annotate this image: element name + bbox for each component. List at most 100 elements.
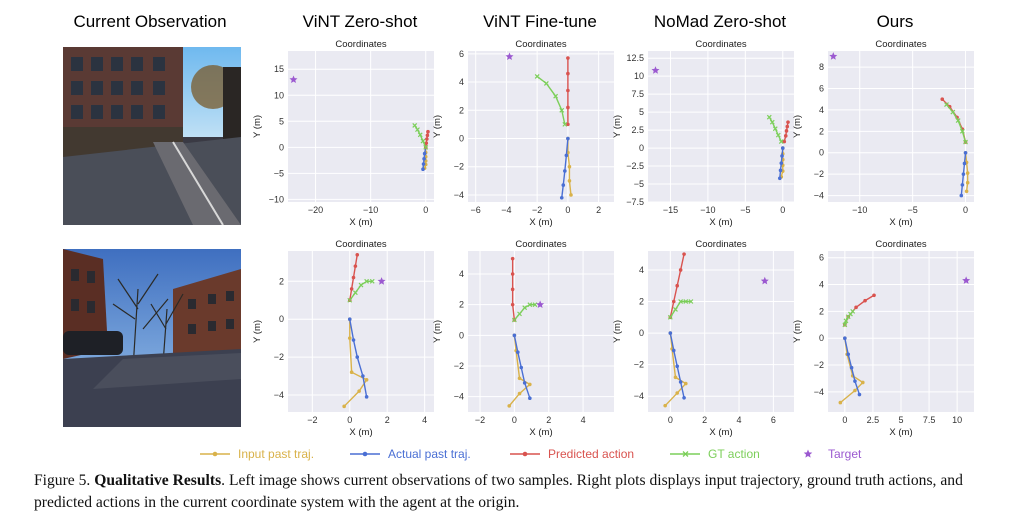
x-tick-label: 0 bbox=[512, 415, 517, 425]
gt-action-point bbox=[364, 278, 370, 284]
column-title-ours: Ours bbox=[876, 12, 914, 31]
gt-action-point bbox=[417, 132, 423, 138]
input-past-traj-point bbox=[364, 378, 369, 382]
actual-past-traj-point bbox=[563, 169, 567, 173]
y-tick-label: −2 bbox=[814, 169, 824, 179]
gt-action-point bbox=[950, 109, 956, 115]
legend-label: Actual past traj. bbox=[388, 447, 471, 461]
input-past-traj-point bbox=[507, 404, 512, 408]
gt-action-point bbox=[412, 123, 418, 128]
gt-action-point bbox=[778, 139, 784, 145]
plot-title: Coordinates bbox=[515, 39, 566, 50]
legend-predicted-action-marker bbox=[522, 451, 528, 457]
x-tick-label: −15 bbox=[663, 205, 678, 215]
gt-action-point bbox=[688, 299, 694, 304]
predicted-action-point bbox=[786, 120, 790, 124]
actual-past-traj-point bbox=[512, 333, 517, 338]
gt-action-point bbox=[850, 308, 856, 314]
actual-past-traj-point bbox=[849, 365, 854, 370]
y-tick-label: 8 bbox=[819, 62, 824, 72]
actual-past-traj-point bbox=[960, 183, 965, 187]
plot-title: Coordinates bbox=[695, 39, 746, 50]
plot-title: Coordinates bbox=[335, 239, 386, 250]
y-axis-label: Y (m) bbox=[792, 320, 803, 343]
x-tick-label: −4 bbox=[501, 205, 511, 215]
y-tick-label: 0 bbox=[639, 143, 644, 153]
gt-action-point bbox=[944, 102, 949, 107]
y-tick-label: −2 bbox=[814, 360, 824, 370]
input-past-traj-point bbox=[673, 375, 678, 380]
x-axis-label: X (m) bbox=[529, 427, 552, 438]
x-tick-label: 4 bbox=[581, 415, 586, 425]
gt-action-point bbox=[766, 114, 772, 120]
column-title-nomad-zero-shot: NoMad Zero-shot bbox=[653, 12, 787, 31]
y-axis-label: Y (m) bbox=[612, 320, 623, 343]
target-marker bbox=[760, 276, 769, 285]
gt-action-point bbox=[420, 138, 426, 144]
x-axis-label: X (m) bbox=[709, 427, 732, 438]
actual-past-traj-point bbox=[675, 364, 679, 369]
x-tick-label: −2 bbox=[307, 415, 317, 425]
y-tick-label: −2 bbox=[454, 162, 464, 172]
actual-past-traj-point bbox=[959, 193, 964, 198]
y-tick-label: 4 bbox=[639, 265, 644, 275]
x-tick-label: −2 bbox=[475, 415, 485, 425]
input-past-traj-point bbox=[342, 404, 346, 409]
actual-past-traj-point bbox=[671, 348, 676, 353]
y-tick-label: 0 bbox=[279, 314, 284, 324]
actual-past-traj-point bbox=[422, 151, 427, 156]
plot-nomad-zero-shot-row2: 0 2 4 6 −4 −2 0 2 4 Coordinates X (m) Y (m) bbox=[610, 237, 800, 447]
x-tick-label: 0 bbox=[842, 415, 847, 425]
predicted-action-point bbox=[784, 129, 789, 133]
predicted-action-point bbox=[872, 293, 876, 298]
legend-input-past-traj-marker bbox=[212, 451, 218, 457]
actual-past-traj-point bbox=[678, 380, 683, 384]
x-axis-label: X (m) bbox=[889, 217, 912, 228]
gt-action-point bbox=[511, 317, 517, 323]
x-axis-label: X (m) bbox=[889, 427, 912, 438]
caption-prefix: Figure 5. bbox=[34, 472, 95, 489]
x-axis-label: X (m) bbox=[529, 217, 552, 228]
y-tick-label: 5 bbox=[639, 107, 644, 117]
x-tick-label: −6 bbox=[471, 205, 481, 215]
predicted-action-point bbox=[782, 139, 787, 144]
x-tick-label: 10 bbox=[952, 415, 962, 425]
input-past-traj-point bbox=[528, 382, 532, 387]
input-past-traj-point bbox=[861, 380, 865, 385]
actual-past-traj-point bbox=[564, 153, 569, 158]
plot-area bbox=[648, 251, 794, 412]
actual-past-traj-point bbox=[780, 154, 784, 158]
actual-past-traj-point bbox=[962, 161, 967, 166]
x-tick-label: 5 bbox=[898, 415, 903, 425]
y-tick-label: −2.5 bbox=[626, 161, 644, 171]
y-tick-label: −2 bbox=[274, 352, 284, 362]
predicted-action-point bbox=[675, 283, 679, 288]
gt-action-point bbox=[517, 311, 522, 317]
y-tick-label: 0 bbox=[459, 133, 464, 143]
gt-action-point bbox=[683, 299, 689, 304]
x-tick-label: −20 bbox=[308, 205, 323, 215]
input-past-traj-point bbox=[567, 179, 572, 183]
input-past-traj-point bbox=[683, 381, 688, 386]
caption-text: . Left image shows current observations … bbox=[34, 472, 963, 511]
actual-past-traj-point bbox=[561, 183, 566, 187]
x-tick-label: −5 bbox=[908, 205, 918, 215]
y-tick-label: 15 bbox=[274, 64, 284, 74]
y-tick-label: 6 bbox=[459, 49, 464, 59]
input-past-traj-point bbox=[567, 164, 572, 169]
gt-action-point bbox=[963, 139, 968, 145]
gt-action-point bbox=[534, 73, 540, 79]
y-tick-label: 6 bbox=[819, 83, 824, 93]
predicted-action-point bbox=[510, 302, 515, 307]
plot-nomad-zero-shot-row1: −15 −10 −5 0 −7.5 −5 −2.5 0 2.5 5 7.5 10 12.5 Coordin… bbox=[610, 37, 800, 237]
x-tick-label: −10 bbox=[363, 205, 378, 215]
y-tick-label: 4 bbox=[819, 105, 824, 115]
predicted-action-point bbox=[678, 268, 683, 272]
actual-past-traj-point bbox=[516, 350, 520, 354]
target-marker bbox=[289, 75, 298, 84]
predicted-action-point bbox=[566, 122, 570, 127]
gt-action-point bbox=[559, 107, 565, 113]
input-past-traj-point bbox=[517, 376, 522, 381]
x-tick-label: −10 bbox=[700, 205, 715, 215]
actual-past-traj-point bbox=[355, 355, 360, 359]
